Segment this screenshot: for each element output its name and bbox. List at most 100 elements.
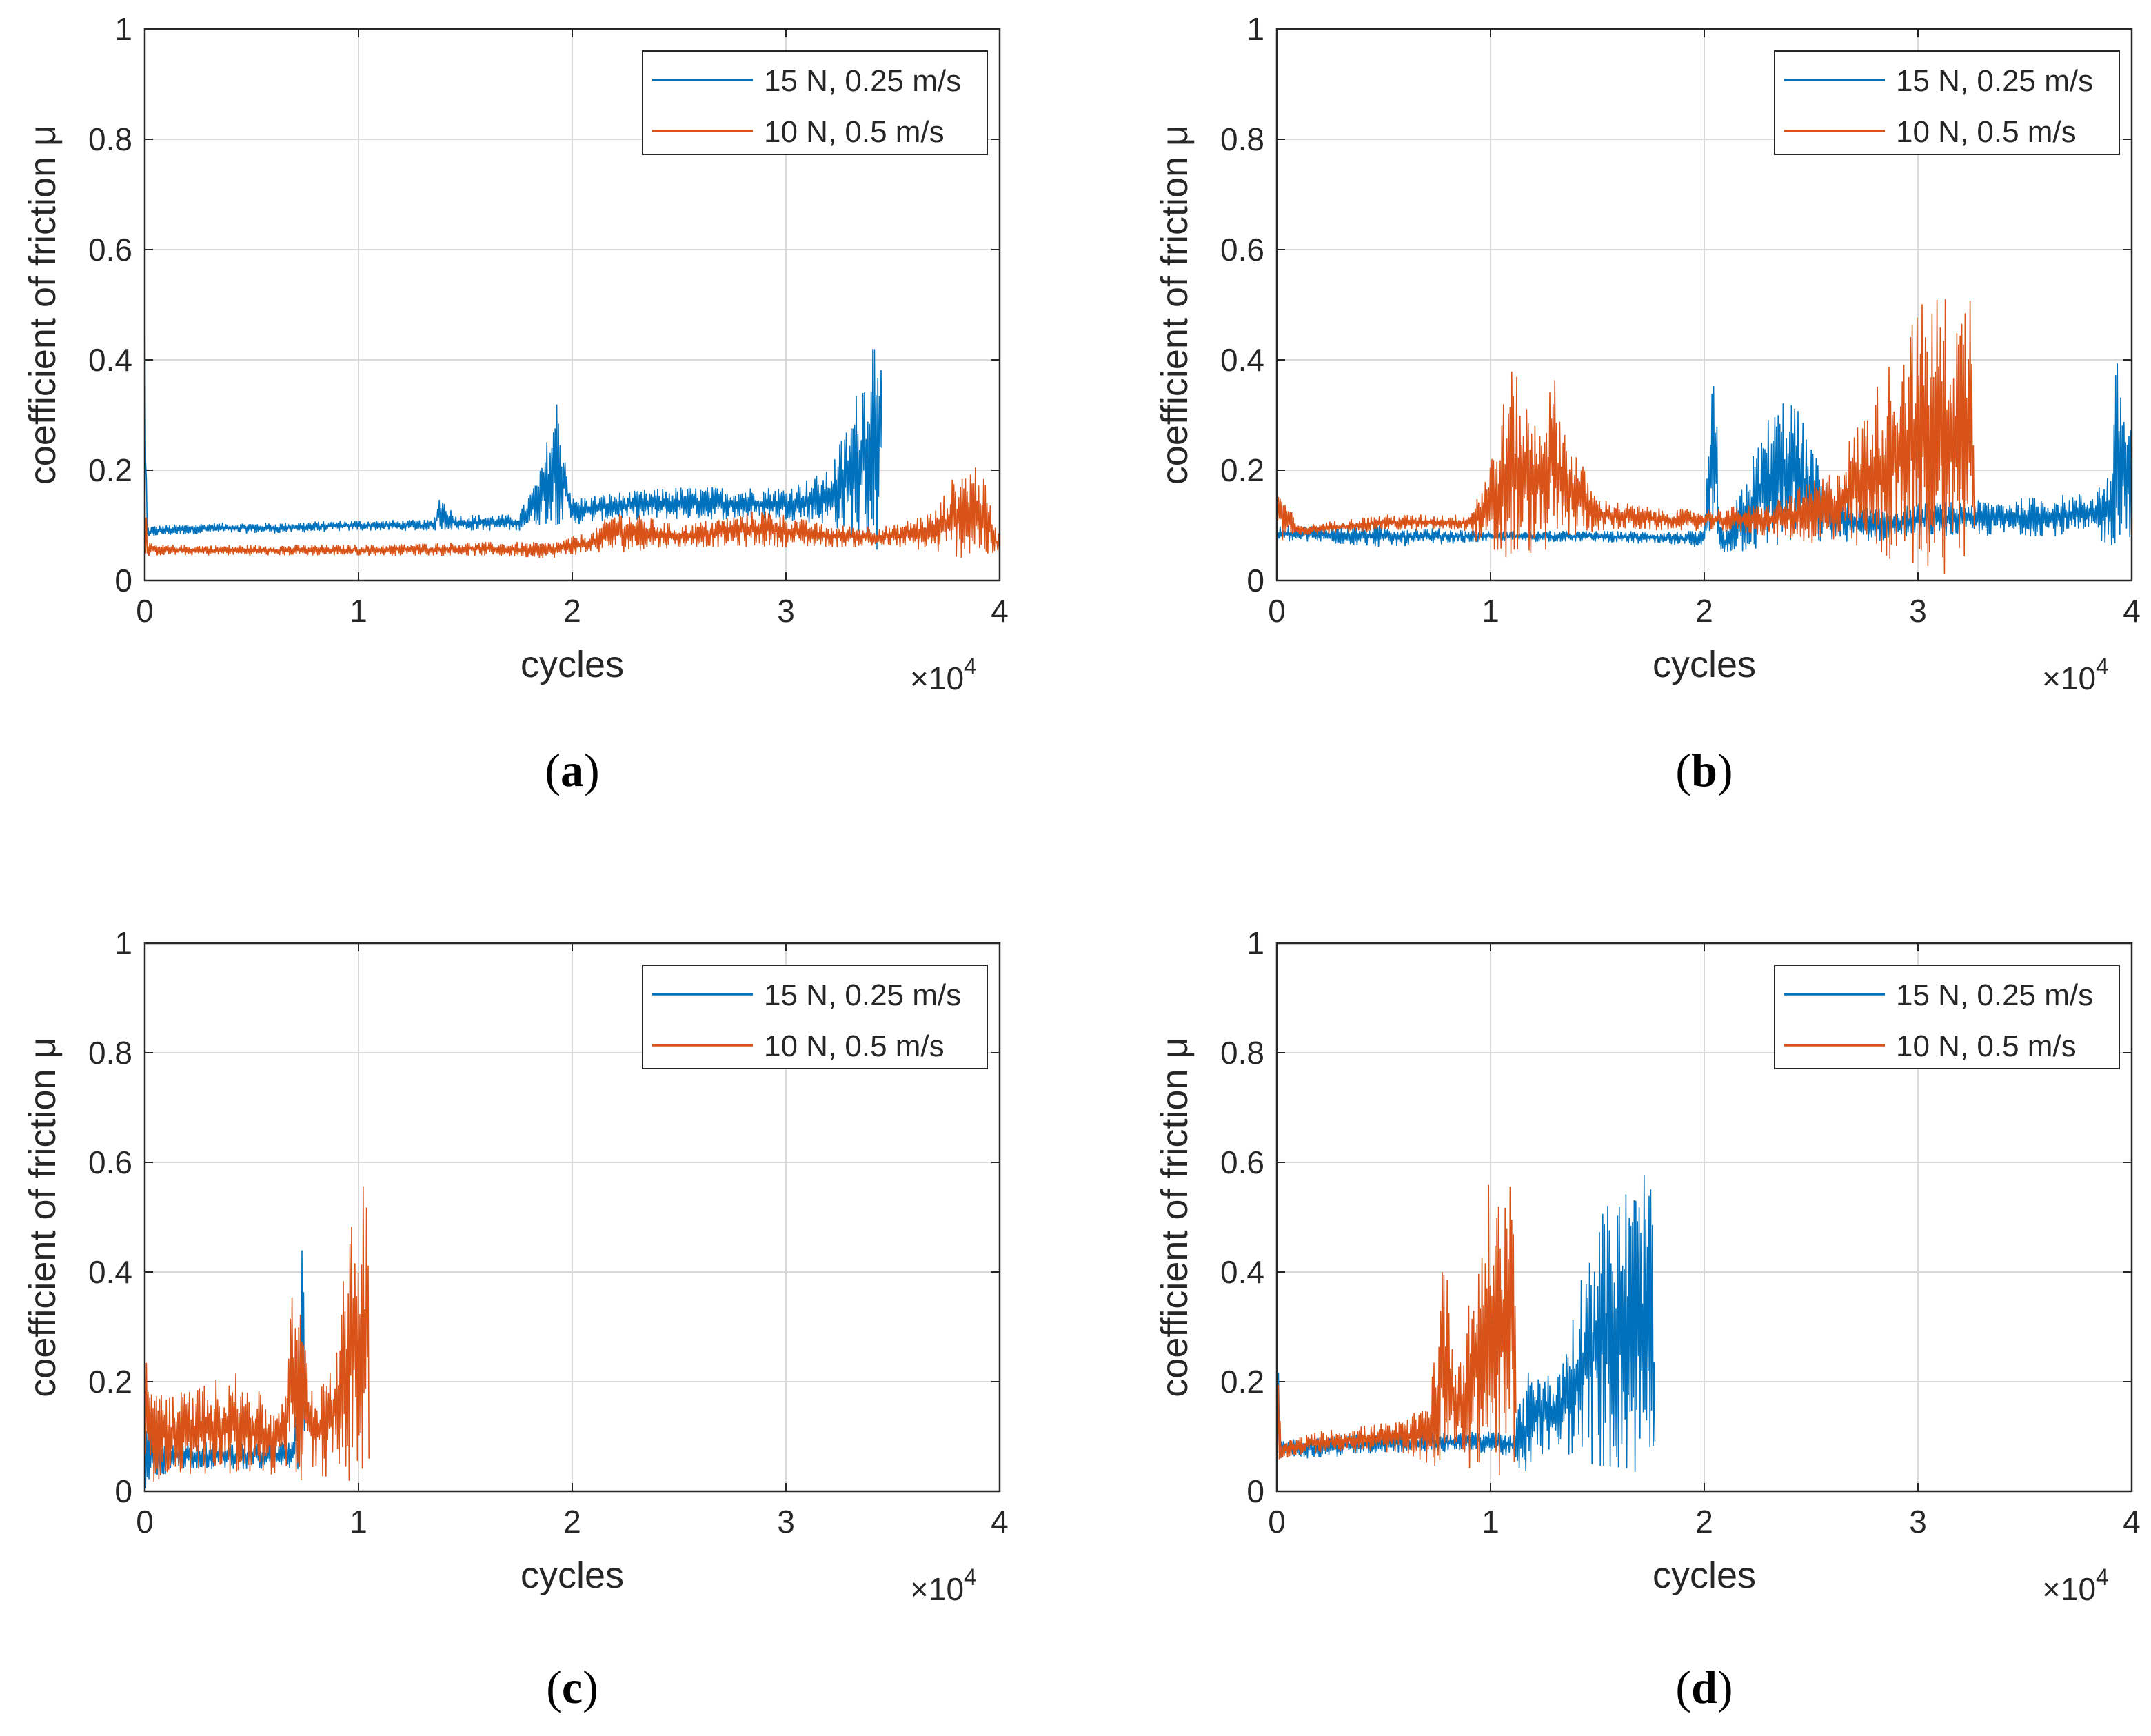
caption-paren-open: ( (545, 744, 561, 796)
y-tick-label: 0.2 (1220, 452, 1264, 488)
x-axis-multiplier: ×104 (2042, 654, 2109, 696)
axes-box (143, 942, 1001, 1493)
series-line-blue (145, 310, 882, 550)
multiplier-exponent: 4 (964, 1564, 977, 1591)
panel-caption: (a) (545, 744, 599, 796)
x-tick-label: 4 (2123, 593, 2141, 629)
x-tick-label: 0 (136, 1504, 154, 1540)
y-tick-label: 1 (1246, 11, 1264, 47)
legend-box (642, 50, 988, 155)
legend-entry: 15 N, 0.25 m/s (1896, 64, 2093, 98)
y-tick-label: 0.6 (1220, 232, 1264, 268)
panel-caption: (c) (546, 1661, 598, 1713)
panel-c: 0 1 2 3 4 0 0.2 0.4 0.6 0.8 1 cycles coefficient of … (22, 925, 1009, 1713)
multiplier-exponent: 4 (2096, 654, 2109, 680)
caption-paren-open: ( (1675, 1661, 1691, 1713)
caption-paren-close: ) (583, 1661, 598, 1713)
x-tick-label: 1 (350, 593, 367, 629)
caption-letter: c (562, 1661, 583, 1713)
legend-box (642, 965, 988, 1069)
series-line-orange (145, 467, 1000, 558)
y-tick-label: 0 (1246, 1473, 1264, 1509)
legend-entry: 10 N, 0.5 m/s (764, 115, 945, 149)
caption-paren-close: ) (1717, 1661, 1733, 1713)
x-tick-label: 3 (777, 1504, 795, 1540)
x-tick-label: 3 (1909, 593, 1927, 629)
panel-caption: (d) (1675, 1661, 1733, 1713)
legend-box (1774, 50, 2120, 155)
legend-box (1774, 965, 2120, 1069)
multiplier-base: ×10 (910, 1571, 964, 1607)
caption-letter: d (1691, 1661, 1717, 1713)
y-tick-label: 1 (114, 925, 132, 961)
y-tick-label: 0.8 (1220, 1035, 1264, 1071)
y-tick-label: 0.4 (1220, 1254, 1264, 1290)
y-tick-label: 0.6 (88, 1144, 132, 1180)
multiplier-exponent: 4 (964, 654, 977, 680)
x-tick-label: 0 (1268, 593, 1286, 629)
y-axis-label: coefficient of friction μ (22, 1037, 63, 1397)
y-axis-label: coefficient of friction μ (22, 125, 63, 485)
y-tick-label: 0.4 (88, 1254, 132, 1290)
x-tick-label: 1 (350, 1504, 367, 1540)
panel-a: 0 1 2 3 4 0 0.2 0.4 0.6 0.8 1 cycles coefficient of … (22, 11, 1009, 796)
legend-entry: 15 N, 0.25 m/s (764, 978, 961, 1012)
x-tick-label: 0 (136, 593, 154, 629)
caption-paren-close: ) (584, 744, 600, 796)
y-tick-label: 0.2 (88, 1364, 132, 1400)
legend: 15 N, 0.25 m/s 10 N, 0.5 m/s (642, 965, 988, 1069)
x-tick-label: 4 (991, 593, 1009, 629)
legend: 15 N, 0.25 m/s 10 N, 0.5 m/s (1774, 50, 2120, 155)
legend-entry: 10 N, 0.5 m/s (1896, 115, 2077, 149)
caption-paren-open: ( (1675, 744, 1691, 796)
legend: 15 N, 0.25 m/s 10 N, 0.5 m/s (642, 50, 988, 155)
x-tick-label: 0 (1268, 1504, 1286, 1540)
caption-letter: b (1691, 744, 1717, 796)
y-tick-label: 0 (1246, 563, 1264, 598)
multiplier-base: ×10 (2042, 660, 2096, 696)
y-tick-label: 0.2 (88, 452, 132, 488)
y-tick-label: 1 (1246, 925, 1264, 961)
series-line-blue (145, 1250, 305, 1489)
series-line-blue (1277, 363, 2132, 552)
y-axis-label: coefficient of friction μ (1154, 1037, 1195, 1397)
x-tick-label: 2 (1695, 593, 1713, 629)
axes-box (1275, 28, 2133, 582)
caption-letter: a (561, 744, 584, 796)
x-axis-multiplier: ×104 (910, 654, 977, 696)
y-tick-label: 1 (114, 11, 132, 47)
y-tick-label: 0.4 (88, 342, 132, 378)
series-line-orange (1277, 299, 1976, 574)
legend-entry: 10 N, 0.5 m/s (764, 1029, 945, 1063)
panel-b: 0 1 2 3 4 0 0.2 0.4 0.6 0.8 1 cycles coefficient of … (1154, 11, 2141, 796)
caption-paren-close: ) (1717, 744, 1733, 796)
multiplier-base: ×10 (2042, 1571, 2096, 1607)
y-tick-label: 0 (114, 1473, 132, 1509)
x-axis-label: cycles (521, 1555, 624, 1596)
caption-paren-open: ( (546, 1661, 562, 1713)
panel-caption: (b) (1675, 744, 1733, 796)
x-tick-label: 3 (777, 593, 795, 629)
axes-box (143, 28, 1001, 582)
x-tick-label: 1 (1482, 593, 1499, 629)
legend: 15 N, 0.25 m/s 10 N, 0.5 m/s (1774, 965, 2120, 1069)
y-tick-label: 0.2 (1220, 1364, 1264, 1400)
series-line-orange (145, 1186, 370, 1482)
series-line-orange (1277, 1184, 1517, 1475)
x-axis-label: cycles (1653, 1555, 1756, 1596)
axes-box (1275, 942, 2133, 1493)
x-tick-label: 2 (563, 1504, 581, 1540)
x-tick-label: 4 (2123, 1504, 2141, 1540)
y-tick-label: 0.6 (88, 232, 132, 268)
y-tick-label: 0 (114, 563, 132, 598)
x-axis-multiplier: ×104 (910, 1564, 977, 1607)
x-tick-label: 1 (1482, 1504, 1499, 1540)
y-tick-label: 0.8 (1220, 121, 1264, 157)
x-tick-label: 2 (563, 593, 581, 629)
panel-d: 0 1 2 3 4 0 0.2 0.4 0.6 0.8 1 cycles coefficient of … (1154, 925, 2141, 1713)
multiplier-base: ×10 (910, 660, 964, 696)
y-tick-label: 0.8 (88, 1035, 132, 1071)
legend-entry: 15 N, 0.25 m/s (1896, 978, 2093, 1012)
x-tick-label: 4 (991, 1504, 1009, 1540)
